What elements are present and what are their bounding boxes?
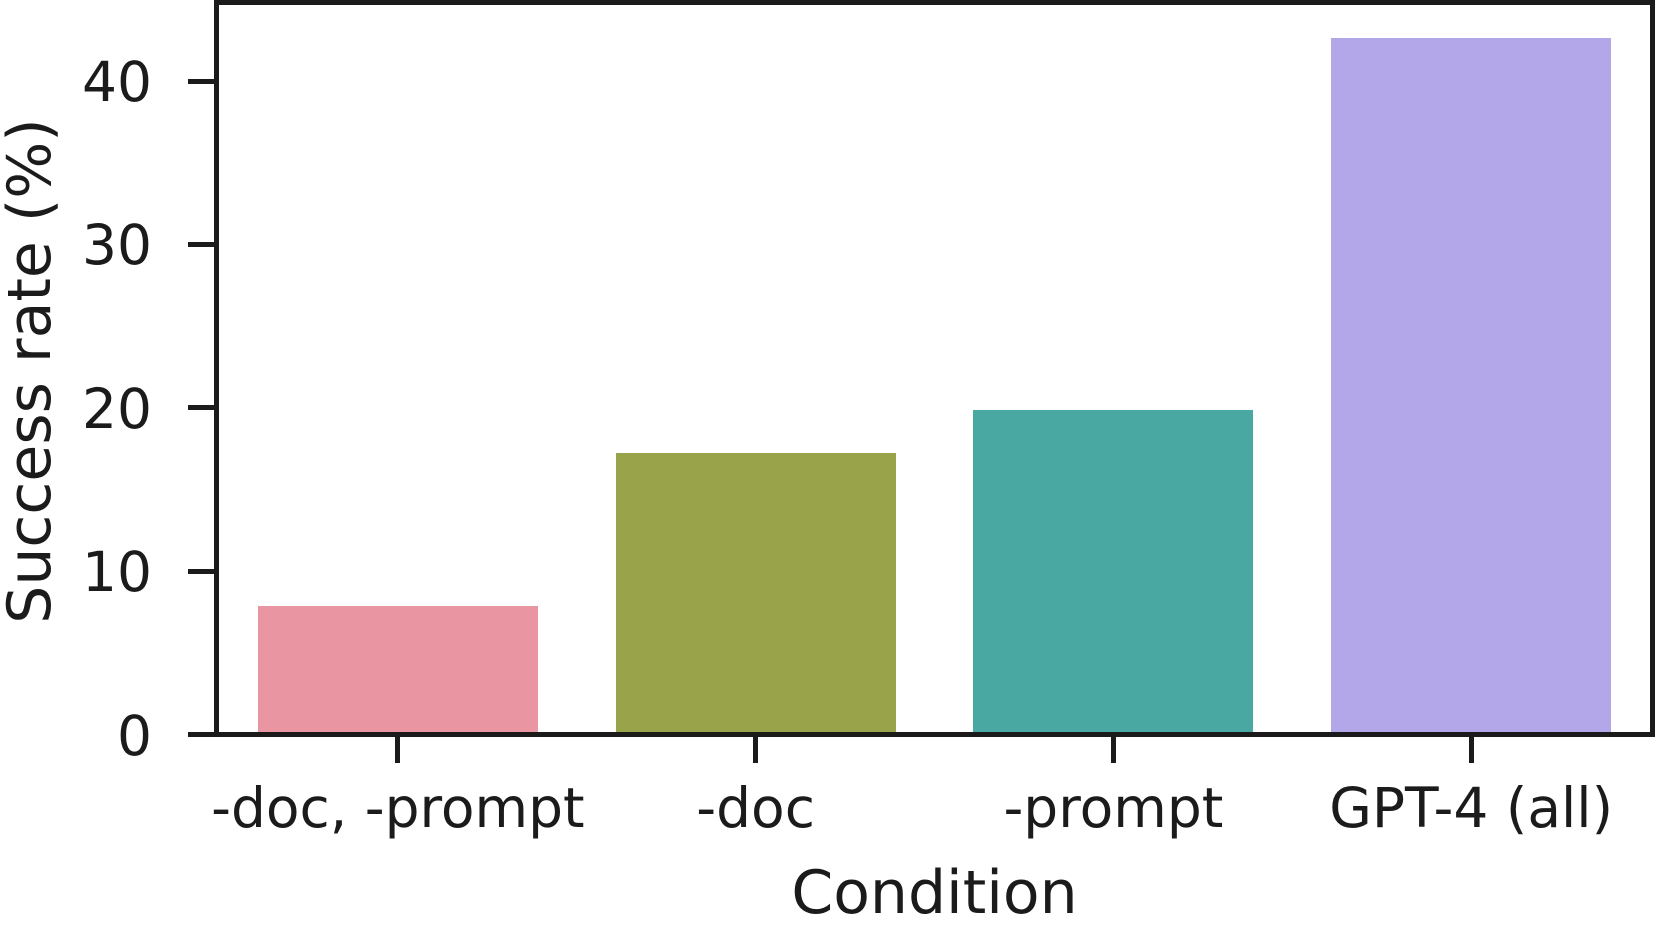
y-tick-label: 20 [82,376,152,441]
y-tick-mark [188,732,214,737]
bar [973,410,1254,732]
x-tick-mark [1110,737,1116,763]
y-tick-label: 40 [82,50,152,115]
bar [257,606,538,732]
x-tick-label: GPT-4 (all) [1329,776,1614,840]
x-tick-mark [1468,737,1474,763]
y-tick-mark [188,241,214,247]
y-tick-label: 0 [117,703,152,768]
y-tick-label: 10 [82,540,152,605]
y-tick-mark [188,78,214,84]
x-tick-label: -doc [696,776,815,840]
y-tick-label: 30 [82,213,152,278]
y-tick-mark [188,568,214,574]
x-tick-label: -prompt [1003,776,1224,840]
x-tick-mark [753,737,759,763]
x-tick-label: -doc, -prompt [211,776,585,840]
bar [1331,37,1612,732]
x-tick-mark [395,737,401,763]
y-tick-mark [188,405,214,411]
x-axis-title: Condition [791,858,1078,928]
bar [615,452,896,732]
